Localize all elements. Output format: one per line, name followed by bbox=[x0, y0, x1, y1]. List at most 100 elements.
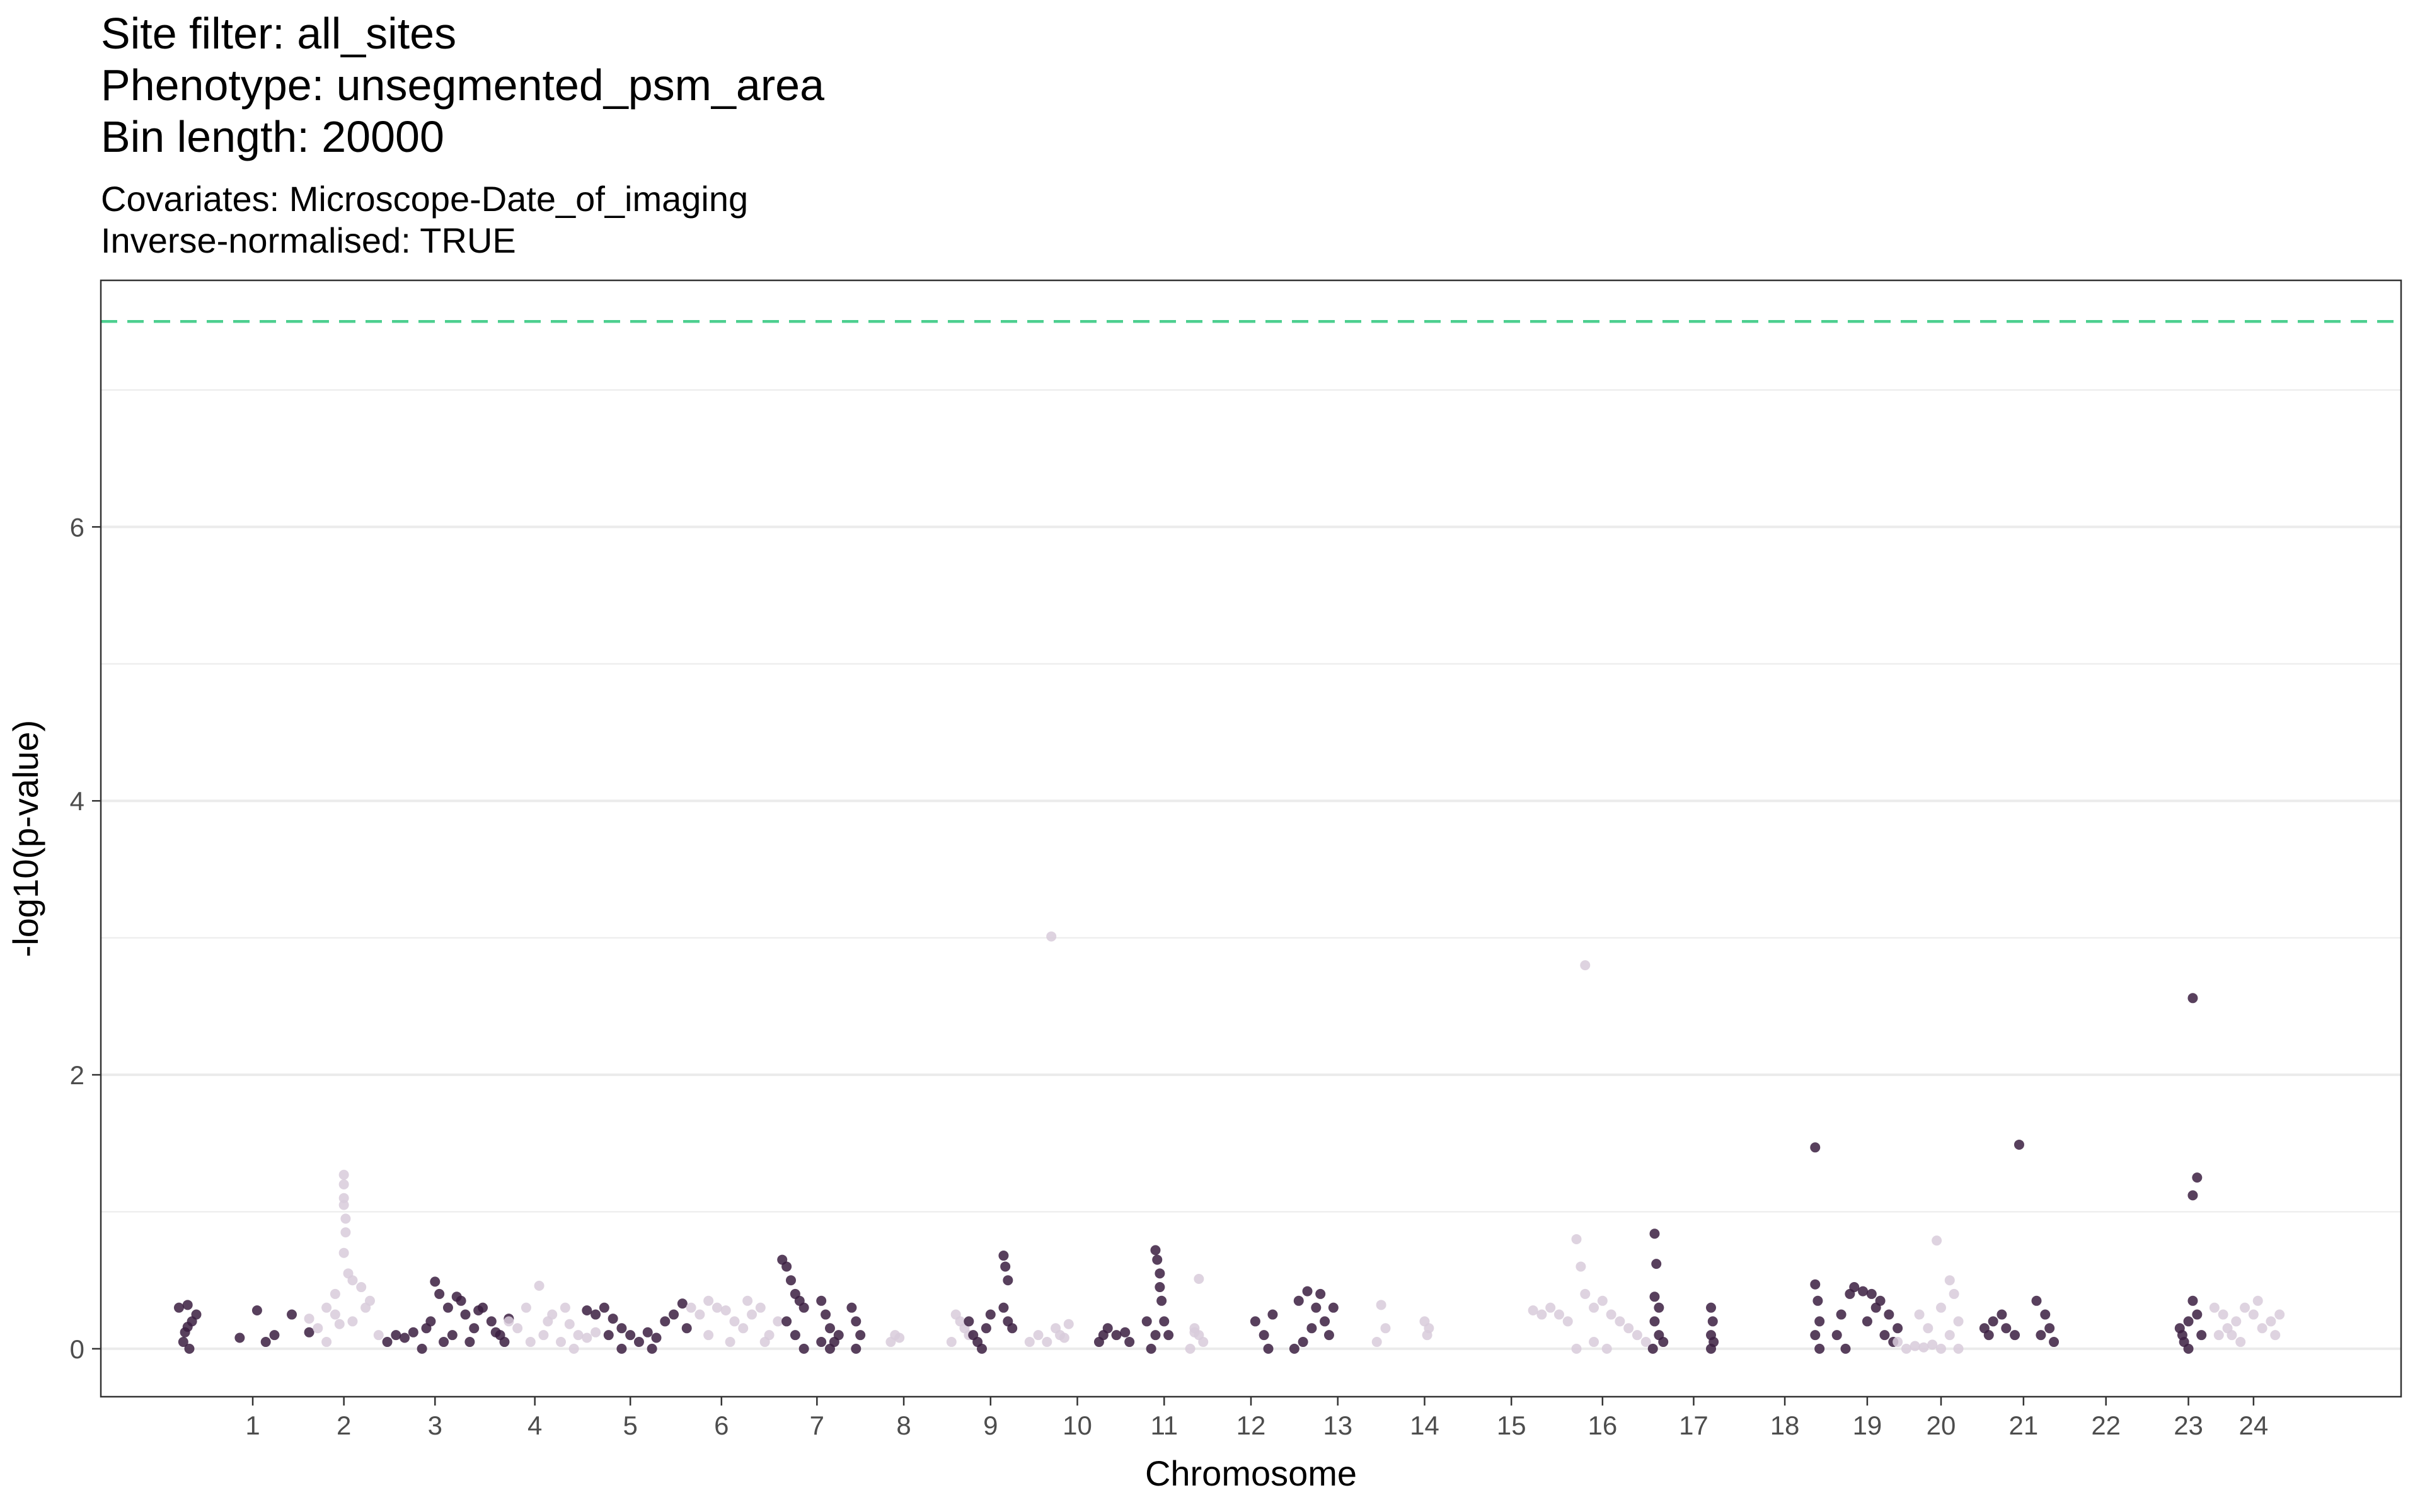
data-point-chr14 bbox=[1371, 1337, 1382, 1348]
data-point-chr11 bbox=[1163, 1330, 1174, 1341]
data-point-chr23 bbox=[2187, 1190, 2198, 1201]
data-point-chr13 bbox=[1306, 1323, 1317, 1334]
data-point-chr7 bbox=[786, 1275, 796, 1286]
data-point-chr6 bbox=[747, 1309, 758, 1320]
data-point-chr17 bbox=[1706, 1343, 1716, 1354]
data-point-chr3 bbox=[464, 1337, 475, 1348]
data-point-chr23 bbox=[2192, 1172, 2203, 1183]
data-point-chr5 bbox=[642, 1327, 653, 1337]
data-point-chr20 bbox=[1953, 1343, 1964, 1354]
data-point-chr16 bbox=[1571, 1343, 1582, 1354]
data-point-chr4 bbox=[591, 1327, 601, 1337]
data-point-chr5 bbox=[669, 1309, 679, 1320]
data-point-chr12 bbox=[1185, 1343, 1196, 1354]
data-point-chr16 bbox=[1606, 1309, 1616, 1320]
data-point-chr16 bbox=[1562, 1316, 1573, 1327]
data-point-chr7 bbox=[790, 1330, 800, 1341]
data-point-chr1 bbox=[184, 1343, 195, 1354]
chart-title-line-1: Site filter: all_sites bbox=[101, 9, 457, 58]
data-point-chr6 bbox=[729, 1316, 740, 1327]
data-point-chr5 bbox=[681, 1323, 692, 1334]
y-tick-label: 4 bbox=[70, 786, 84, 816]
data-point-chr2 bbox=[338, 1247, 349, 1258]
data-point-chr17 bbox=[1654, 1302, 1664, 1313]
x-tick-label-chr2: 2 bbox=[337, 1411, 351, 1440]
data-point-chr13 bbox=[1298, 1337, 1308, 1348]
data-point-chr2 bbox=[304, 1314, 314, 1324]
x-tick-label-chr9: 9 bbox=[983, 1411, 998, 1440]
data-point-chr1 bbox=[191, 1309, 202, 1320]
data-point-chr1 bbox=[182, 1300, 193, 1310]
data-point-chr3 bbox=[469, 1323, 480, 1334]
data-point-chr4 bbox=[564, 1319, 575, 1329]
data-point-chr6 bbox=[712, 1302, 722, 1313]
data-point-chr11 bbox=[1120, 1327, 1131, 1337]
data-point-chr7 bbox=[798, 1343, 809, 1354]
data-point-chr4 bbox=[543, 1316, 553, 1327]
data-point-chr16 bbox=[1536, 1309, 1547, 1320]
x-tick-label-chr6: 6 bbox=[714, 1411, 729, 1440]
data-point-chr10 bbox=[1033, 1330, 1044, 1341]
data-point-chr19 bbox=[1810, 1330, 1821, 1341]
data-point-chr4 bbox=[525, 1337, 536, 1348]
data-point-chr20 bbox=[1927, 1339, 1938, 1350]
data-point-chr3 bbox=[442, 1302, 453, 1313]
data-point-chr12 bbox=[1194, 1274, 1204, 1285]
data-point-chr16 bbox=[1589, 1302, 1599, 1313]
data-point-chr11 bbox=[1159, 1316, 1170, 1327]
data-points bbox=[173, 931, 2285, 1354]
data-point-chr11 bbox=[1150, 1330, 1161, 1341]
data-point-chr5 bbox=[616, 1343, 627, 1354]
data-point-chr1 bbox=[251, 1305, 262, 1316]
data-point-chr21 bbox=[2049, 1337, 2060, 1348]
data-point-chr17 bbox=[1647, 1343, 1658, 1354]
data-point-chr7 bbox=[851, 1316, 861, 1327]
data-point-chr20 bbox=[1936, 1343, 1946, 1354]
data-point-chr19 bbox=[1840, 1343, 1851, 1354]
data-point-chr4 bbox=[560, 1302, 570, 1313]
data-point-chr16 bbox=[1580, 1288, 1591, 1299]
data-point-chr3 bbox=[400, 1332, 410, 1343]
x-tick-label-chr24: 24 bbox=[2238, 1411, 2268, 1440]
data-point-chr14 bbox=[1422, 1330, 1432, 1341]
data-point-chr7 bbox=[781, 1316, 792, 1327]
data-point-chr9 bbox=[977, 1343, 988, 1354]
data-point-chr23 bbox=[2187, 1295, 2198, 1306]
data-point-chr4 bbox=[521, 1302, 531, 1313]
data-point-chr3 bbox=[421, 1323, 432, 1334]
data-point-chr3 bbox=[456, 1295, 466, 1306]
data-point-chr20 bbox=[1893, 1337, 1903, 1348]
data-point-chr17 bbox=[1707, 1316, 1718, 1327]
data-point-chr19 bbox=[1884, 1309, 1894, 1320]
x-axis-title: Chromosome bbox=[1145, 1453, 1357, 1493]
data-point-chr20 bbox=[1901, 1343, 1911, 1354]
data-point-chr13 bbox=[1315, 1288, 1326, 1299]
data-point-chr1 bbox=[304, 1327, 314, 1337]
data-point-chr6 bbox=[738, 1323, 749, 1334]
x-tick-label-chr17: 17 bbox=[1679, 1411, 1708, 1440]
x-tick-label-chr22: 22 bbox=[2091, 1411, 2121, 1440]
data-point-chr1 bbox=[269, 1330, 280, 1341]
data-point-chr6 bbox=[694, 1309, 705, 1320]
data-point-chr7 bbox=[816, 1337, 827, 1348]
panel-border bbox=[100, 279, 2402, 1398]
data-point-chr7 bbox=[824, 1323, 835, 1334]
data-point-chr16 bbox=[1623, 1323, 1634, 1334]
data-point-chr24 bbox=[2257, 1323, 2267, 1334]
data-point-chr19 bbox=[1836, 1309, 1847, 1320]
data-point-chr7 bbox=[851, 1343, 861, 1354]
data-point-chr5 bbox=[582, 1305, 592, 1316]
data-point-chr4 bbox=[568, 1343, 579, 1354]
data-point-chr3 bbox=[382, 1337, 393, 1348]
data-point-chr10 bbox=[1042, 1337, 1052, 1348]
data-point-chr1 bbox=[234, 1332, 245, 1343]
data-point-chr2 bbox=[373, 1330, 384, 1341]
data-point-chr5 bbox=[608, 1314, 618, 1324]
data-point-chr5 bbox=[599, 1302, 609, 1313]
data-point-chr20 bbox=[1923, 1323, 1933, 1334]
data-point-chr2 bbox=[360, 1302, 371, 1313]
data-point-chr13 bbox=[1328, 1302, 1339, 1313]
x-tick-label-chr21: 21 bbox=[2008, 1411, 2038, 1440]
data-point-chr19 bbox=[1858, 1286, 1869, 1297]
data-point-chr2 bbox=[313, 1323, 323, 1334]
